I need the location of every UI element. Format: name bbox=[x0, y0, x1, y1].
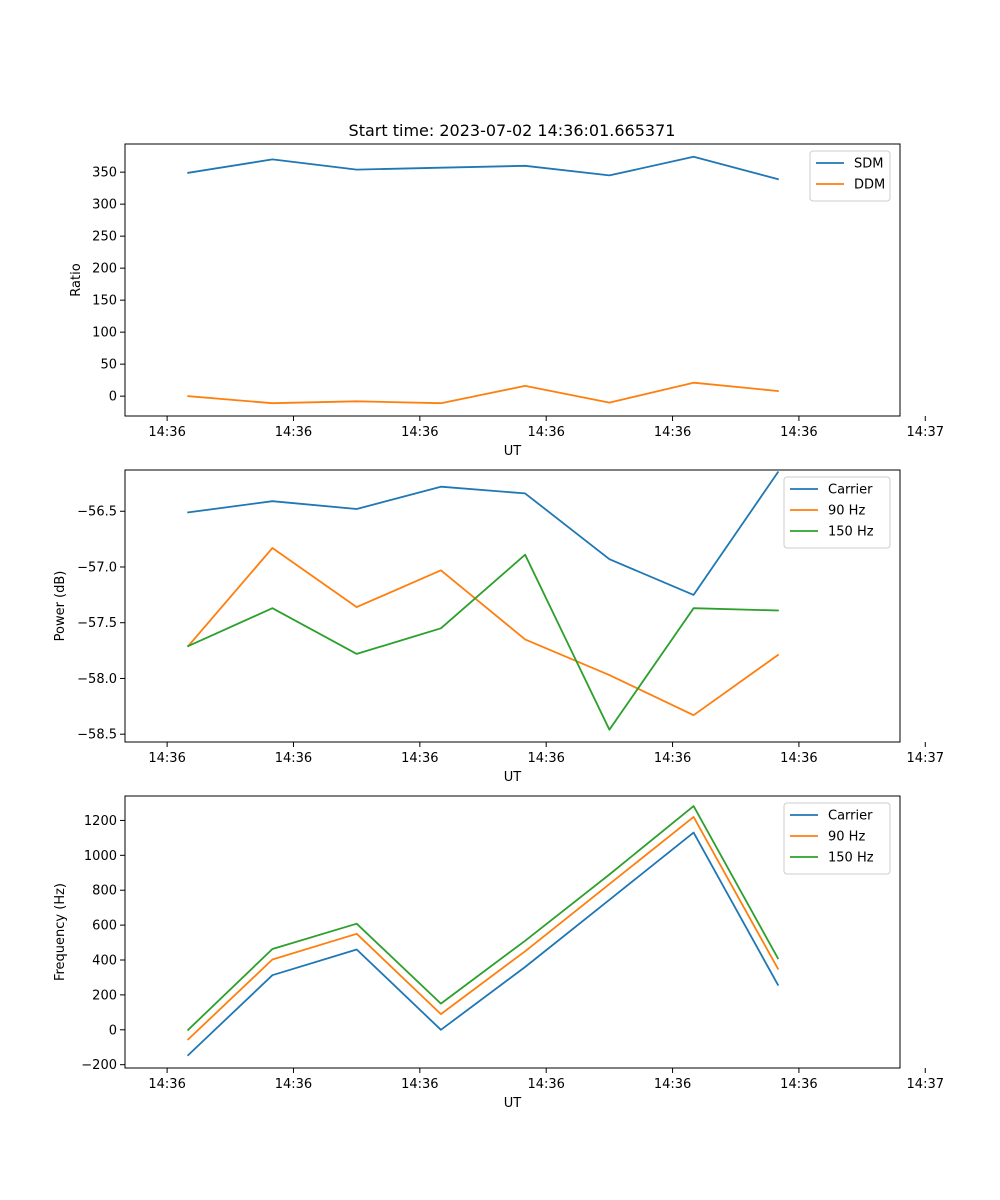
x-tick-label: 14:36 bbox=[654, 1077, 691, 1092]
series-line-90-hz bbox=[186, 547, 780, 717]
x-tick-label: 14:36 bbox=[654, 751, 691, 766]
x-axis-label: UT bbox=[504, 770, 522, 785]
series-line-ddm bbox=[187, 381, 779, 405]
legend: SDM DDM bbox=[809, 150, 891, 202]
x-tick-label: 14:36 bbox=[148, 425, 185, 440]
x-tick-label: 14:36 bbox=[527, 425, 564, 440]
x-tick-label: 14:36 bbox=[780, 425, 817, 440]
x-tick-label: 14:37 bbox=[907, 1077, 944, 1092]
series-line-150-hz bbox=[187, 553, 779, 731]
y-tick-label: −58.0 bbox=[77, 672, 117, 687]
y-tick-label: 200 bbox=[92, 988, 117, 1003]
legend-label-ddm: DDM bbox=[854, 178, 885, 193]
series-line-90-hz bbox=[186, 816, 780, 1041]
y-tick-label: 1200 bbox=[84, 814, 117, 829]
series-line-150-hz bbox=[186, 805, 780, 1032]
x-axis-label: UT bbox=[504, 444, 522, 459]
y-tick-label: −56.5 bbox=[77, 505, 117, 520]
x-tick-label: 14:36 bbox=[275, 751, 312, 766]
y-tick-label: 100 bbox=[92, 326, 117, 341]
y-tick-label: 0 bbox=[109, 1023, 117, 1038]
y-tick-label: 150 bbox=[92, 294, 117, 309]
frequency-chart: 14:36 14:36 14:36 14:36 14:36 14:36 14:37 −200 0… bbox=[53, 795, 944, 1111]
y-tick-label: 800 bbox=[92, 884, 117, 899]
y-axis-label: Ratio bbox=[69, 263, 84, 296]
y-tick-label: 350 bbox=[92, 166, 117, 181]
series-line-sdm bbox=[187, 155, 780, 181]
legend: Carrier 90 Hz 150 Hz bbox=[783, 476, 891, 549]
x-tick-label: 14:36 bbox=[401, 425, 438, 440]
x-tick-label: 14:36 bbox=[275, 425, 312, 440]
legend-label-150-hz: 150 Hz bbox=[828, 525, 874, 540]
y-tick-label: −58.5 bbox=[77, 728, 117, 743]
x-axis-label: UT bbox=[504, 1096, 522, 1111]
legend-label-sdm: SDM bbox=[854, 157, 883, 172]
plot-frame bbox=[124, 795, 901, 1069]
legend-label-90-hz: 90 Hz bbox=[828, 504, 865, 519]
x-tick-label: 14:37 bbox=[907, 751, 944, 766]
x-tick-label: 14:36 bbox=[148, 751, 185, 766]
y-axis-label: Power (dB) bbox=[53, 571, 68, 642]
y-tick-label: 250 bbox=[92, 230, 117, 245]
legend-label-150-hz: 150 Hz bbox=[828, 851, 874, 866]
x-tick-label: 14:36 bbox=[401, 751, 438, 766]
y-tick-label: 50 bbox=[100, 358, 117, 373]
y-tick-label: −57.5 bbox=[77, 616, 117, 631]
y-tick-label: −57.0 bbox=[77, 560, 117, 575]
y-tick-label: 1000 bbox=[84, 849, 117, 864]
series-line-carrier bbox=[187, 470, 780, 596]
y-tick-label: −200 bbox=[81, 1058, 117, 1073]
x-tick-label: 14:36 bbox=[780, 751, 817, 766]
y-axis-label: Frequency (Hz) bbox=[53, 883, 68, 981]
series-line-carrier bbox=[186, 831, 780, 1057]
y-tick-label: 200 bbox=[92, 262, 117, 277]
ratio-chart: 14:36 14:36 14:36 14:36 14:36 14:36 14:37 0 50 10… bbox=[69, 143, 944, 459]
chart-title: Start time: 2023-07-02 14:36:01.665371 bbox=[349, 121, 676, 140]
x-tick-label: 14:36 bbox=[401, 1077, 438, 1092]
plot-frame bbox=[124, 143, 901, 417]
x-tick-label: 14:36 bbox=[148, 1077, 185, 1092]
legend-label-90-hz: 90 Hz bbox=[828, 830, 865, 845]
legend-label-carrier: Carrier bbox=[828, 809, 873, 824]
power-chart: 14:36 14:36 14:36 14:36 14:36 14:36 14:37 −58.5… bbox=[53, 469, 944, 785]
x-tick-label: 14:36 bbox=[527, 751, 564, 766]
x-tick-label: 14:37 bbox=[907, 425, 944, 440]
x-tick-label: 14:36 bbox=[654, 425, 691, 440]
legend: Carrier 90 Hz 150 Hz bbox=[783, 802, 891, 875]
y-tick-label: 400 bbox=[92, 954, 117, 969]
x-tick-label: 14:36 bbox=[780, 1077, 817, 1092]
y-tick-label: 300 bbox=[92, 198, 117, 213]
x-tick-label: 14:36 bbox=[275, 1077, 312, 1092]
y-tick-label: 600 bbox=[92, 919, 117, 934]
x-tick-label: 14:36 bbox=[527, 1077, 564, 1092]
plot-frame bbox=[124, 469, 901, 743]
legend-label-carrier: Carrier bbox=[828, 483, 873, 498]
y-tick-label: 0 bbox=[109, 390, 117, 405]
